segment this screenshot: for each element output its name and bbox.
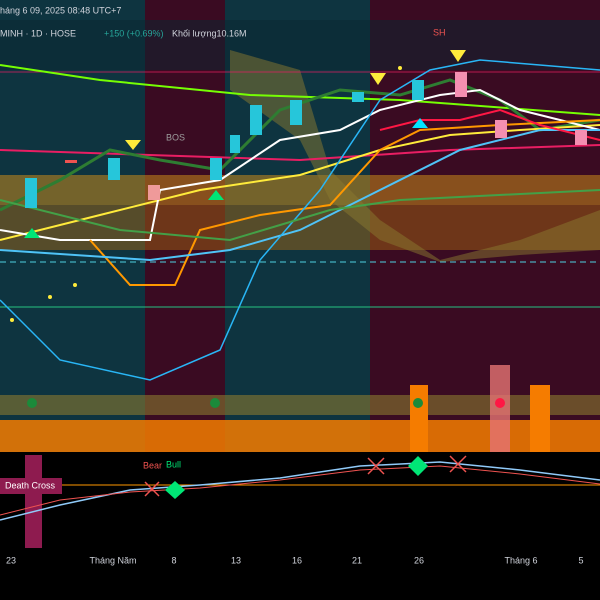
x-tick-label: 8 <box>171 555 176 565</box>
x-tick-label: Tháng Năm <box>89 555 136 565</box>
header-change: +150 (+0.69%) <box>104 28 164 38</box>
indicator-lines <box>0 59 600 381</box>
markers <box>10 50 466 322</box>
oscillator <box>0 455 600 548</box>
header-symbol: MINH · 1D · HOSE <box>0 28 76 38</box>
x-tick-label: 5 <box>578 555 583 565</box>
label-death-cross: Death Cross <box>5 480 56 490</box>
x-tick-label: 16 <box>292 555 302 565</box>
x-tick-label: Tháng 6 <box>504 555 537 565</box>
candles <box>25 72 587 208</box>
label-bear: Bear <box>143 460 162 470</box>
header-volume: Khối lượng10.16M <box>172 28 246 38</box>
x-tick-label: 13 <box>231 555 241 565</box>
x-axis: 23 Tháng Năm 8 13 16 21 26 Tháng 6 5 <box>6 555 584 565</box>
x-tick-label: 23 <box>6 555 16 565</box>
header-date: háng 6 09, 2025 08:48 UTC+7 <box>0 5 121 15</box>
x-tick-label: 21 <box>352 555 362 565</box>
x-tick-label: 26 <box>414 555 424 565</box>
ribbons <box>0 50 600 308</box>
label-bull: Bull <box>166 459 181 469</box>
label-sh: SH <box>433 27 446 37</box>
label-bos: BOS <box>166 132 185 142</box>
volume <box>0 365 600 452</box>
